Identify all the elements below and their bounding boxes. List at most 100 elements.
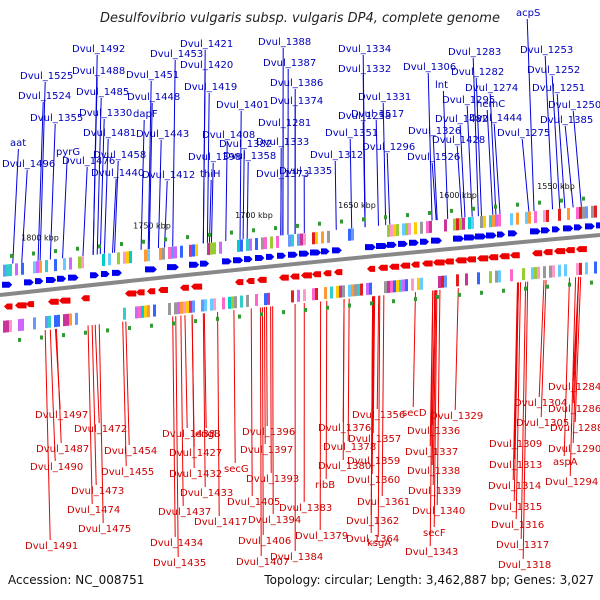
gene-label-top: Dvul_1492 bbox=[72, 44, 125, 55]
cog-band-top bbox=[489, 215, 492, 228]
cog-band-bottom bbox=[369, 282, 372, 295]
feature-mark bbox=[142, 239, 145, 244]
gene-label-bottom: Dvul_1397 bbox=[240, 445, 293, 456]
gene-connector-bottom bbox=[49, 329, 56, 462]
gene-label-bottom: Dvul_1343 bbox=[405, 547, 458, 558]
gene-connector-top bbox=[334, 160, 337, 230]
feature-mark bbox=[10, 253, 13, 258]
forward-gene-arrow bbox=[409, 239, 419, 246]
reverse-gene-arrow bbox=[576, 246, 587, 253]
cog-band-top bbox=[171, 246, 174, 259]
cog-band-bottom bbox=[123, 307, 126, 320]
cog-band-top bbox=[213, 242, 216, 255]
cog-band-top bbox=[108, 253, 111, 266]
gene-connector-bottom bbox=[44, 330, 51, 541]
forward-gene-arrow bbox=[431, 237, 442, 244]
feature-mark bbox=[150, 323, 153, 328]
cog-band-bottom bbox=[183, 301, 186, 314]
cog-band-bottom bbox=[339, 285, 342, 298]
gene-label-bottom: Dvul_1361 bbox=[357, 497, 410, 508]
cog-band-bottom bbox=[6, 320, 9, 333]
cog-band-bottom bbox=[177, 302, 180, 315]
cog-band-top bbox=[516, 212, 519, 225]
cog-band-top bbox=[126, 251, 129, 264]
cog-band-top bbox=[387, 224, 390, 237]
forward-gene-arrow bbox=[101, 271, 110, 278]
gene-connector-top bbox=[551, 75, 561, 209]
reverse-gene-arrow bbox=[510, 252, 520, 259]
gene-label-top: Dvul_1451 bbox=[126, 70, 179, 81]
gene-connector-bottom bbox=[370, 296, 374, 534]
cog-band-bottom bbox=[537, 266, 540, 279]
cog-band-top bbox=[315, 232, 318, 245]
reverse-gene-arrow bbox=[4, 303, 13, 310]
cog-band-top bbox=[480, 216, 483, 229]
gene-connector-bottom bbox=[266, 306, 268, 427]
gene-connector-bottom bbox=[191, 314, 195, 469]
forward-gene-arrow bbox=[497, 231, 506, 238]
gene-connector-bottom bbox=[513, 282, 519, 502]
gene-connector-bottom bbox=[377, 295, 381, 538]
cog-band-top bbox=[483, 215, 486, 228]
cog-band-top bbox=[558, 208, 561, 221]
top-connector-lines bbox=[12, 18, 582, 264]
cog-band-top bbox=[525, 211, 528, 224]
cog-band-bottom bbox=[405, 279, 408, 292]
cog-band-bottom bbox=[564, 264, 567, 277]
reverse-gene-arrow bbox=[312, 271, 322, 278]
reverse-gene-arrow bbox=[48, 298, 59, 305]
genome-track bbox=[0, 196, 600, 342]
reverse-gene-arrow bbox=[257, 276, 267, 283]
gene-connector-bottom bbox=[91, 324, 97, 486]
feature-mark bbox=[546, 284, 549, 289]
cog-band-top bbox=[543, 210, 546, 223]
gene-label-bottom: Dvul_1314 bbox=[488, 481, 541, 492]
gene-label-bottom: Dvul_1315 bbox=[489, 502, 542, 513]
gene-connector-bottom bbox=[372, 296, 376, 434]
gene-label-bottom: Dvul_1406 bbox=[238, 536, 291, 547]
gene-connector-bottom bbox=[515, 282, 522, 520]
gene-connector-bottom bbox=[233, 310, 236, 464]
cog-band-bottom bbox=[48, 315, 51, 328]
gene-label-top: aat bbox=[10, 138, 26, 149]
cog-band-top bbox=[6, 264, 9, 277]
feature-mark bbox=[106, 328, 109, 333]
cog-band-bottom bbox=[387, 280, 390, 293]
cog-band-top bbox=[237, 239, 240, 252]
gene-label-bottom: Dvul_1329 bbox=[430, 411, 483, 422]
feature-mark bbox=[472, 206, 475, 211]
gene-connector-top bbox=[99, 118, 105, 255]
gene-connector-bottom bbox=[569, 277, 577, 477]
cog-band-top bbox=[264, 237, 267, 250]
gene-label-bottom: Dvul_1487 bbox=[36, 444, 89, 455]
gene-label-bottom: Dvul_1474 bbox=[67, 505, 120, 516]
gene-label-top: lnt bbox=[435, 80, 448, 91]
forward-gene-arrow bbox=[574, 224, 583, 231]
forward-gene-arrow bbox=[90, 272, 99, 279]
cog-band-top bbox=[297, 233, 300, 246]
cog-band-bottom bbox=[477, 272, 480, 285]
cog-band-bottom bbox=[138, 306, 141, 319]
cog-band-bottom bbox=[147, 305, 150, 318]
gene-connector-top bbox=[472, 57, 479, 217]
gene-label-top: Dvul_1374 bbox=[270, 96, 323, 107]
cog-band-bottom bbox=[384, 281, 387, 294]
forward-gene-arrow bbox=[24, 279, 34, 286]
cog-band-bottom bbox=[324, 287, 327, 300]
gene-label-top: Dvul_1524 bbox=[18, 91, 71, 102]
gene-label-top: Dvul_1306 bbox=[403, 62, 456, 73]
cog-band-bottom bbox=[579, 262, 582, 275]
gene-connector-top bbox=[82, 166, 88, 257]
cog-band-bottom bbox=[552, 265, 555, 278]
gene-connector-bottom bbox=[429, 290, 434, 547]
gene-connector-bottom bbox=[436, 289, 441, 506]
cog-band-top bbox=[492, 214, 495, 227]
gene-label-bottom: Dvul_1396 bbox=[242, 427, 295, 438]
cog-band-bottom bbox=[438, 276, 441, 289]
gene-connector-top bbox=[386, 152, 391, 225]
cog-band-bottom bbox=[522, 268, 525, 281]
gene-connector-top bbox=[39, 81, 46, 261]
feature-mark bbox=[186, 235, 189, 240]
gene-label-top: Dvul_1251 bbox=[532, 83, 585, 94]
gene-connector-top bbox=[431, 162, 437, 221]
